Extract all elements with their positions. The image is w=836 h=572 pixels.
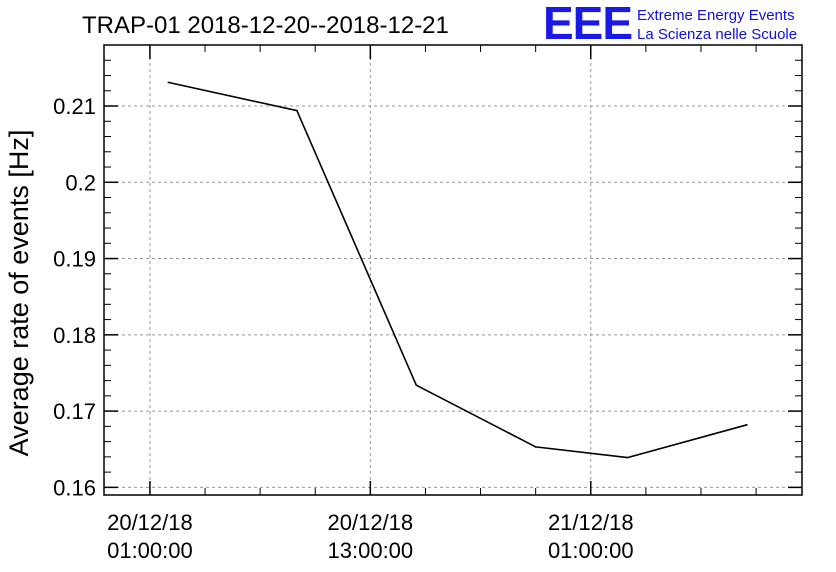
axis-ticks xyxy=(104,44,802,495)
data-point xyxy=(534,446,537,448)
x-tick-label-date: 20/12/18 xyxy=(328,510,414,535)
eee-logo: EEE Extreme Energy Events La Scienza nel… xyxy=(543,0,797,49)
y-tick-label: 0.16 xyxy=(53,475,96,500)
x-tick-label-date: 20/12/18 xyxy=(107,510,193,535)
series-group xyxy=(167,81,748,459)
chart-title: TRAP-01 2018-12-20--2018-12-21 xyxy=(82,12,449,39)
tick-labels: 0.16 0.17 0.18 0.19 0.2 0.21 20/12/18 01:00:00 2… xyxy=(53,94,633,563)
data-point xyxy=(167,81,170,84)
y-tick-label: 0.17 xyxy=(53,399,96,424)
y-tick-label: 0.19 xyxy=(53,247,96,272)
x-tick-label-date: 21/12/18 xyxy=(548,510,634,535)
logo-line2: La Scienza nelle Scuole xyxy=(637,26,797,43)
y-tick-label: 0.18 xyxy=(53,323,96,348)
grid xyxy=(104,45,802,495)
y-axis-label: Average rate of events [Hz] xyxy=(4,130,34,457)
data-point xyxy=(296,109,298,112)
y-tick-label: 0.21 xyxy=(53,94,96,119)
data-point xyxy=(415,384,418,386)
x-tick-label-time: 01:00:00 xyxy=(107,538,193,563)
plot-frame xyxy=(103,44,803,496)
x-tick-label-time: 01:00:00 xyxy=(548,538,634,563)
logo-line1: Extreme Energy Events xyxy=(637,7,795,24)
logo-mark: EEE xyxy=(543,0,632,49)
series-line xyxy=(168,81,748,459)
data-point xyxy=(746,424,748,426)
data-point xyxy=(626,456,629,459)
y-tick-label: 0.2 xyxy=(65,170,96,195)
x-tick-label-time: 13:00:00 xyxy=(328,538,414,563)
